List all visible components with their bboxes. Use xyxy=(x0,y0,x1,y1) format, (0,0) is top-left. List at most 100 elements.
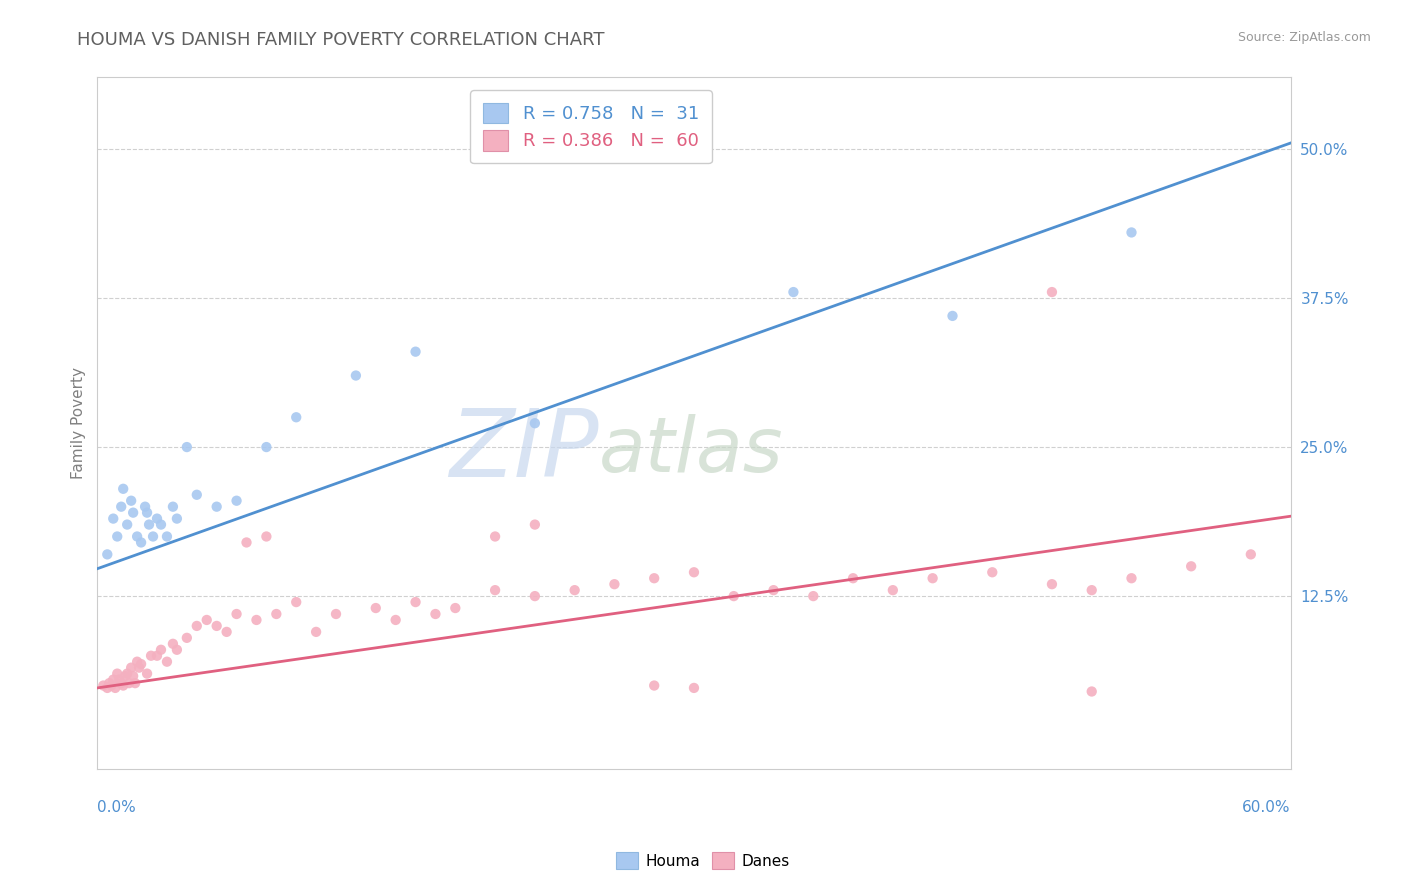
Point xyxy=(266,607,288,621)
Point xyxy=(235,535,257,549)
Point xyxy=(643,571,665,585)
Point xyxy=(215,624,238,639)
Point xyxy=(285,410,308,425)
Point xyxy=(156,655,179,669)
Point xyxy=(1080,583,1102,598)
Point xyxy=(782,285,804,299)
Point xyxy=(139,648,162,663)
Text: Source: ZipAtlas.com: Source: ZipAtlas.com xyxy=(1237,31,1371,45)
Point xyxy=(103,673,125,687)
Point xyxy=(110,676,132,690)
Point xyxy=(118,676,141,690)
Point xyxy=(564,583,586,598)
Point xyxy=(523,589,546,603)
Point xyxy=(801,589,824,603)
Point xyxy=(186,488,208,502)
Point xyxy=(156,529,179,543)
Point xyxy=(150,642,173,657)
Point xyxy=(205,619,228,633)
Point xyxy=(127,529,149,543)
Point xyxy=(176,440,198,454)
Text: 60.0%: 60.0% xyxy=(1241,799,1291,814)
Point xyxy=(124,676,146,690)
Point xyxy=(484,529,506,543)
Point xyxy=(981,566,1004,580)
Point xyxy=(112,482,135,496)
Text: atlas: atlas xyxy=(599,414,783,488)
Point xyxy=(1080,684,1102,698)
Point xyxy=(136,506,159,520)
Point xyxy=(1121,571,1143,585)
Point xyxy=(643,679,665,693)
Point xyxy=(128,660,150,674)
Point xyxy=(941,309,963,323)
Text: HOUMA VS DANISH FAMILY POVERTY CORRELATION CHART: HOUMA VS DANISH FAMILY POVERTY CORRELATI… xyxy=(77,31,605,49)
Point xyxy=(105,666,128,681)
Point xyxy=(127,655,149,669)
Point xyxy=(523,416,546,430)
Point xyxy=(105,529,128,543)
Point xyxy=(444,601,467,615)
Point xyxy=(120,660,142,674)
Point xyxy=(603,577,626,591)
Point xyxy=(882,583,904,598)
Point xyxy=(344,368,367,383)
Point xyxy=(723,589,745,603)
Point xyxy=(1180,559,1202,574)
Point xyxy=(405,595,427,609)
Point xyxy=(384,613,406,627)
Point xyxy=(683,566,706,580)
Point xyxy=(136,666,159,681)
Point xyxy=(98,676,121,690)
Point xyxy=(523,517,546,532)
Point xyxy=(683,681,706,695)
Point xyxy=(142,529,165,543)
Point xyxy=(166,642,188,657)
Point xyxy=(254,440,277,454)
Point xyxy=(921,571,943,585)
Point xyxy=(364,601,387,615)
Point xyxy=(245,613,267,627)
Point xyxy=(1240,548,1263,562)
Point xyxy=(325,607,347,621)
Point xyxy=(425,607,447,621)
Point xyxy=(104,681,127,695)
Point xyxy=(134,500,156,514)
Point xyxy=(110,500,132,514)
Legend: Houma, Danes: Houma, Danes xyxy=(610,846,796,875)
Text: 0.0%: 0.0% xyxy=(97,799,136,814)
Point xyxy=(484,583,506,598)
Point xyxy=(762,583,785,598)
Point xyxy=(254,529,277,543)
Point xyxy=(112,679,135,693)
Point xyxy=(195,613,218,627)
Point xyxy=(108,673,131,687)
Point xyxy=(96,681,118,695)
Point xyxy=(114,669,136,683)
Point xyxy=(129,657,152,671)
Point xyxy=(162,637,184,651)
Point xyxy=(91,679,114,693)
Point xyxy=(1121,226,1143,240)
Point xyxy=(166,511,188,525)
Point xyxy=(305,624,328,639)
Point xyxy=(186,619,208,633)
Point xyxy=(205,500,228,514)
Text: ZIP: ZIP xyxy=(449,405,599,496)
Point xyxy=(1040,577,1063,591)
Point xyxy=(115,517,138,532)
Point xyxy=(120,493,142,508)
Point xyxy=(225,607,247,621)
Point xyxy=(146,511,169,525)
Point xyxy=(96,548,118,562)
Point xyxy=(285,595,308,609)
Point xyxy=(405,344,427,359)
Point xyxy=(138,517,160,532)
Point xyxy=(122,669,145,683)
Point xyxy=(129,535,152,549)
Point xyxy=(103,511,125,525)
Point xyxy=(1040,285,1063,299)
Point xyxy=(162,500,184,514)
Point xyxy=(150,517,173,532)
Point xyxy=(100,679,122,693)
